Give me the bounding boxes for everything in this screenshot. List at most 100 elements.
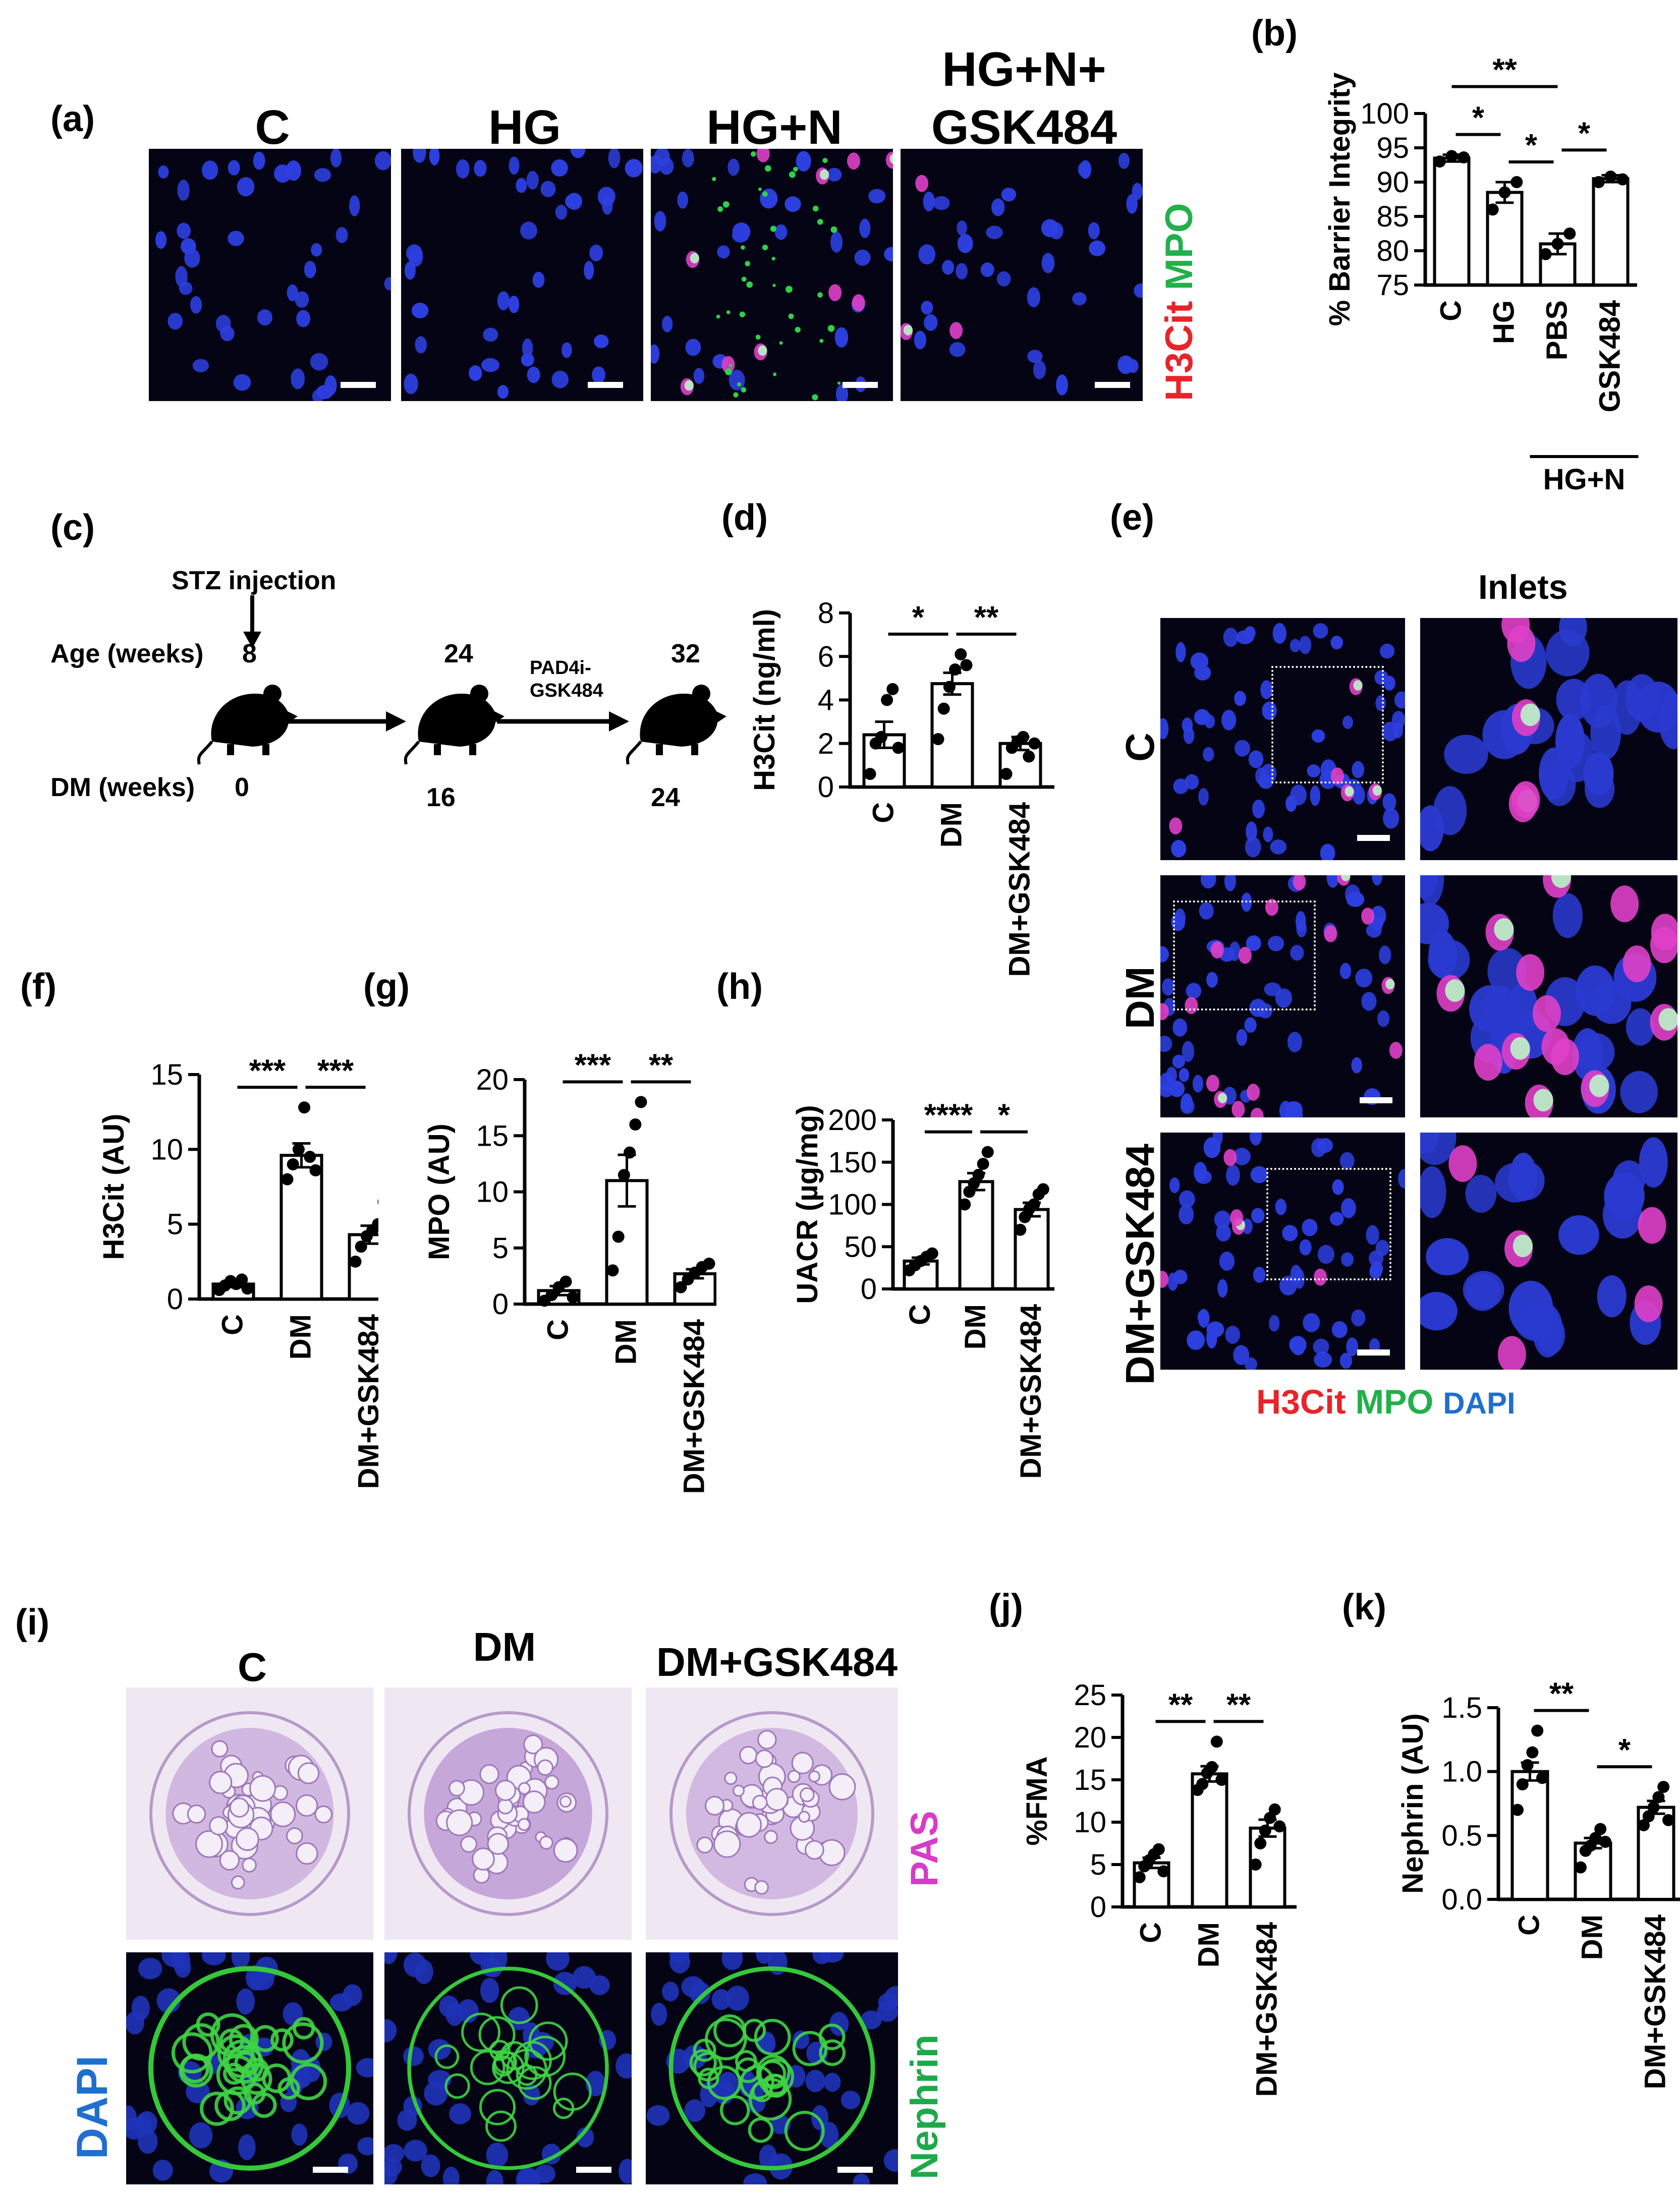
nucleus — [397, 2109, 417, 2131]
nucleus — [481, 358, 499, 372]
nucleus — [1033, 360, 1046, 379]
nucleus — [1226, 1164, 1240, 1186]
data-point — [1642, 1810, 1655, 1823]
nuclei-e-gsk — [1160, 1133, 1405, 1370]
h3cit-signal — [1324, 925, 1337, 942]
h3cit-signal — [1210, 941, 1224, 959]
inlets-title: Inlets — [1478, 568, 1568, 606]
nucleus — [545, 1952, 570, 1971]
nucleus — [1260, 680, 1273, 699]
nucleus — [1370, 906, 1386, 926]
h3cit-signal — [852, 294, 865, 311]
nucleus — [1250, 1166, 1268, 1184]
nuclei-e-dm — [1160, 875, 1403, 1117]
nucleus — [1420, 1133, 1457, 1165]
nucleus — [884, 247, 893, 262]
h3cit-signal — [1474, 1044, 1502, 1081]
nucleus — [1194, 665, 1211, 681]
pas-stain-label: PAS — [903, 1811, 946, 1887]
nucleus — [356, 2058, 373, 2078]
nephrin-signal — [479, 2089, 516, 2125]
nucleus — [215, 315, 231, 333]
mpo-signal — [755, 334, 761, 340]
mpo-signal — [1345, 786, 1354, 797]
h3cit-signal — [1169, 817, 1183, 835]
nucleus — [1200, 875, 1216, 889]
nucleus — [516, 178, 527, 193]
nephrin-signal — [748, 2117, 774, 2143]
nephrin-signal — [500, 1986, 538, 2024]
nephrin-signal — [528, 2021, 568, 2061]
nucleus — [540, 181, 556, 197]
data-point — [1657, 1781, 1670, 1793]
nucleus — [1221, 710, 1237, 730]
nucleus — [1195, 1170, 1212, 1185]
data-point — [675, 1281, 687, 1293]
nephrin-signal — [819, 2039, 846, 2066]
capillary-loop — [296, 1842, 318, 1865]
nucleus — [1342, 715, 1354, 729]
capillary-loop — [787, 1770, 801, 1783]
capillary-loop — [553, 1838, 578, 1863]
age-32: 32 — [671, 639, 700, 668]
nucleus — [1206, 972, 1218, 988]
nucleus — [1383, 675, 1395, 691]
data-point — [292, 1143, 305, 1156]
nucleus — [138, 1957, 162, 1980]
data-point — [1014, 1223, 1027, 1236]
h3cit-signal — [1389, 1042, 1403, 1059]
panel-d-label: (d) — [721, 497, 768, 538]
nucleus — [1244, 626, 1256, 640]
nephrin-signal — [223, 2086, 252, 2115]
data-point — [629, 1118, 642, 1131]
y-tick-label: 0 — [492, 1288, 509, 1321]
nucleus — [457, 1999, 479, 2023]
capillary-loop — [517, 1818, 531, 1831]
y-tick-label: 2 — [818, 727, 834, 760]
capillary-loop — [219, 1850, 240, 1871]
nucleus — [1420, 1166, 1446, 1218]
nucleus — [584, 261, 594, 280]
data-point — [1254, 1837, 1267, 1849]
y-axis-title: %FMA — [1021, 1756, 1053, 1845]
nucleus — [291, 368, 305, 389]
h3cit-signal — [828, 284, 842, 301]
nephrin-stain-label: Nephrin — [903, 2034, 946, 2179]
y-tick-label: 25 — [1074, 1679, 1106, 1712]
panel-a-title-hgn-plus: HG+N+ — [942, 42, 1106, 96]
mpo-signal — [745, 261, 751, 266]
group-label: HG+N — [1543, 463, 1626, 494]
nucleus — [480, 1978, 499, 2003]
inlet-region-box — [1266, 1168, 1391, 1280]
mouse-leg — [469, 744, 476, 755]
data-point — [635, 1096, 647, 1108]
nucleus — [1223, 628, 1239, 647]
capillary-loop — [460, 1835, 478, 1853]
scale-bar — [1357, 1349, 1390, 1356]
nucleus — [534, 2164, 555, 2183]
nucleus — [924, 314, 938, 331]
chart-f: 0 5 10 15 H3Cit (AU) C DM DM+GSK484 *** *** — [97, 1053, 378, 1489]
nucleus — [1398, 1169, 1405, 1189]
data-point — [1498, 186, 1511, 199]
capillary-loop — [479, 1764, 499, 1784]
capillary-loop — [449, 1780, 465, 1797]
nucleus — [1320, 843, 1335, 860]
nephrin-signal — [240, 2063, 272, 2095]
nucleus — [1272, 623, 1287, 644]
x-tick-label: DM+GSK484 — [1003, 802, 1036, 977]
panel-a-label: (a) — [50, 99, 95, 139]
nucleus — [1279, 1275, 1297, 1295]
data-point — [1023, 750, 1035, 763]
nucleus — [1575, 965, 1615, 1016]
bowman-capsule — [669, 1711, 874, 1916]
data-point — [1028, 1198, 1040, 1211]
age-24: 24 — [444, 639, 473, 668]
nucleus — [403, 1952, 426, 1978]
mpo-signal — [819, 169, 829, 180]
nucleus — [1330, 636, 1343, 650]
nucleus — [1659, 693, 1677, 750]
h3cit-signal — [1265, 898, 1278, 916]
